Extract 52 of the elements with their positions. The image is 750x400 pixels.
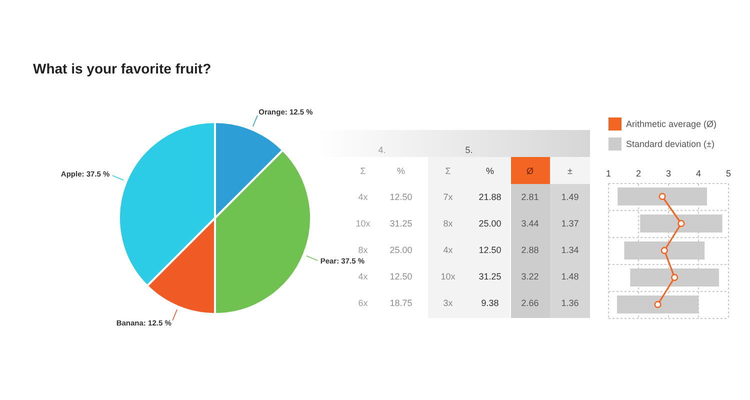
x-tick-label: 1	[606, 168, 612, 178]
text: 31.25	[390, 218, 412, 228]
text: 1.37	[561, 218, 579, 228]
text: ±	[568, 166, 572, 176]
text: 7x	[443, 192, 453, 202]
text: 4x	[358, 272, 368, 282]
text: 3.22	[521, 272, 539, 282]
x-tick-label: 4	[696, 168, 702, 178]
text: 9.38	[481, 298, 499, 308]
x-tick-label: 5	[726, 168, 732, 178]
text: 3x	[443, 298, 453, 308]
text: 31.25	[478, 272, 502, 282]
text: 6x	[358, 298, 368, 308]
text: 25.00	[390, 245, 412, 255]
text: 18.75	[390, 298, 412, 308]
text: Σ	[360, 166, 366, 176]
text: 1.48	[561, 272, 579, 282]
text: Ø	[526, 166, 534, 176]
point	[658, 192, 666, 200]
bar	[618, 188, 707, 206]
point	[671, 274, 678, 282]
text: 10x	[440, 272, 456, 282]
text: 8x	[443, 218, 453, 228]
point	[660, 246, 668, 254]
x-tick-label: 2	[636, 168, 642, 178]
text: 12.50	[390, 192, 412, 202]
text: 10x	[356, 218, 370, 228]
text: 25.00	[478, 218, 502, 228]
text: 8x	[358, 245, 368, 255]
text: 12.50	[478, 245, 502, 255]
text: 1.34	[561, 245, 579, 255]
text: 1.36	[561, 298, 579, 308]
text: 1.49	[561, 192, 579, 202]
text: Σ	[445, 166, 451, 176]
text: 2.88	[521, 245, 539, 255]
text: 4x	[443, 245, 453, 255]
text: 5.	[465, 145, 473, 155]
legend-label: Arithmetic average (Ø)	[626, 119, 717, 129]
point	[654, 300, 662, 308]
text: 3.44	[521, 218, 539, 228]
text: %	[396, 166, 406, 176]
text: %	[486, 166, 494, 176]
x-tick-label: 3	[666, 168, 672, 178]
chart-title: What is your favorite fruit?	[33, 60, 212, 77]
legend-label: Standard deviation (±)	[626, 139, 714, 149]
text: 12.50	[390, 272, 412, 282]
point	[678, 220, 685, 228]
text: 21.88	[478, 192, 502, 202]
text: 4x	[358, 192, 368, 202]
text: 2.81	[521, 192, 539, 202]
text: 2.66	[521, 298, 539, 308]
text: 4.	[378, 145, 386, 155]
